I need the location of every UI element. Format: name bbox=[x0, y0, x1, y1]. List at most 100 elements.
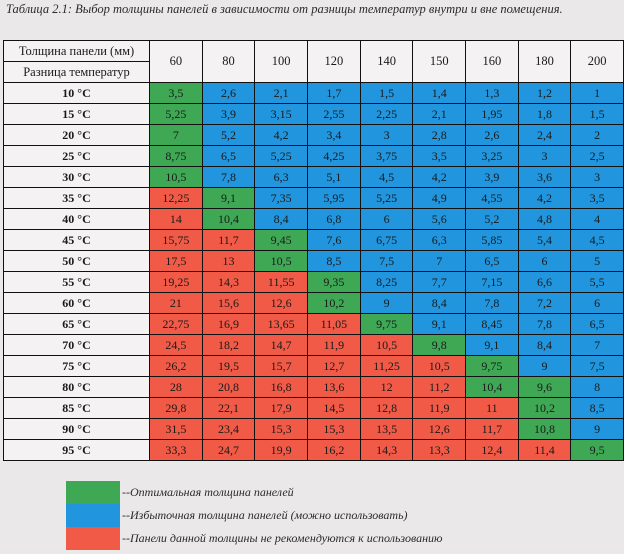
table-cell: 13 bbox=[201, 250, 256, 272]
column-header: 140 bbox=[359, 40, 414, 83]
table-cell: 9,5 bbox=[570, 439, 624, 461]
table-cell: 10,2 bbox=[307, 292, 361, 314]
table-cell: 31,5 bbox=[149, 418, 203, 440]
table-cell: 7,7 bbox=[412, 271, 467, 293]
legend-label: --Оптимальная толщина панелей bbox=[122, 485, 294, 499]
table-cell: 10,4 bbox=[201, 208, 256, 230]
table-cell: 7 bbox=[412, 250, 467, 272]
table-cell: 5 bbox=[570, 250, 624, 272]
table-cell: 2,1 bbox=[254, 82, 309, 104]
table-cell: 6 bbox=[570, 292, 624, 314]
table-cell: 20,8 bbox=[201, 376, 256, 398]
table-cell: 6 bbox=[517, 250, 572, 272]
table-cell: 2,55 bbox=[307, 103, 361, 125]
table-cell: 5,25 bbox=[359, 187, 414, 209]
table-row: 15 °C 5,25 3,9 3,15 2,55 2,25 2,1 1,95 1,8 1,5 bbox=[3, 103, 624, 125]
table-cell: 9,8 bbox=[412, 334, 467, 356]
thickness-header: Толщина панели (мм) bbox=[3, 40, 150, 62]
table-cell: 12,7 bbox=[307, 355, 361, 377]
table-cell: 10,4 bbox=[465, 376, 519, 398]
table-cell: 22,1 bbox=[201, 397, 256, 419]
table-cell: 4,8 bbox=[517, 208, 572, 230]
table-cell: 3,9 bbox=[465, 166, 519, 188]
table-cell: 2,5 bbox=[570, 145, 624, 167]
table-cell: 2,1 bbox=[412, 103, 467, 125]
table-cell: 11,7 bbox=[465, 418, 519, 440]
table-cell: 3,6 bbox=[517, 166, 572, 188]
table-cell: 3,4 bbox=[307, 124, 361, 146]
table-cell: 5,1 bbox=[307, 166, 361, 188]
table-row: 50 °C 17,5 13 10,5 8,5 7,5 7 6,5 6 5 bbox=[3, 250, 624, 272]
table-cell: 14,5 bbox=[307, 397, 361, 419]
table-cell: 5,2 bbox=[465, 208, 519, 230]
table-cell: 10,2 bbox=[517, 397, 572, 419]
table-cell: 7,8 bbox=[517, 313, 572, 335]
table-cell: 6,75 bbox=[359, 229, 414, 251]
table-cell: 4,5 bbox=[570, 229, 624, 251]
table-cell: 2,4 bbox=[517, 124, 572, 146]
table-cell: 13,65 bbox=[254, 313, 309, 335]
row-label: 85 °C bbox=[3, 397, 150, 419]
table-cell: 12 bbox=[359, 376, 414, 398]
table-cell: 3,25 bbox=[465, 145, 519, 167]
table-cell: 11,9 bbox=[307, 334, 361, 356]
table-cell: 7,6 bbox=[307, 229, 361, 251]
table-cell: 3 bbox=[517, 145, 572, 167]
table-cell: 1,5 bbox=[570, 103, 624, 125]
table-cell: 6 bbox=[359, 208, 414, 230]
table-cell: 5,4 bbox=[517, 229, 572, 251]
table-cell: 8,45 bbox=[465, 313, 519, 335]
legend-label: --Избыточная толщина панелей (можно испо… bbox=[122, 508, 408, 522]
table-cell: 13,5 bbox=[359, 418, 414, 440]
table-cell: 7,15 bbox=[465, 271, 519, 293]
table-cell: 15,7 bbox=[254, 355, 309, 377]
table-cell: 33,3 bbox=[149, 439, 203, 461]
table-cell: 4,9 bbox=[412, 187, 467, 209]
table-cell: 13,3 bbox=[412, 439, 467, 461]
table-cell: 7,8 bbox=[465, 292, 519, 314]
table-cell: 8,4 bbox=[517, 334, 572, 356]
column-header: 100 bbox=[254, 40, 309, 83]
table-cell: 3 bbox=[359, 124, 414, 146]
table-cell: 4 bbox=[570, 208, 624, 230]
table-body: 10 °C 3,5 2,6 2,1 1,7 1,5 1,4 1,3 1,2 1 15 °C 5,25 3… bbox=[3, 82, 624, 461]
table-cell: 3,5 bbox=[412, 145, 467, 167]
table-cell: 24,7 bbox=[201, 439, 256, 461]
table-cell: 6,3 bbox=[412, 229, 467, 251]
table-cell: 19,9 bbox=[254, 439, 309, 461]
table-cell: 12,6 bbox=[254, 292, 309, 314]
table-cell: 9,1 bbox=[201, 187, 256, 209]
table-cell: 7 bbox=[570, 334, 624, 356]
table-row: 60 °C 21 15,6 12,6 10,2 9 8,4 7,8 7,2 6 bbox=[3, 292, 624, 314]
table-cell: 26,2 bbox=[149, 355, 203, 377]
table-cell: 10,5 bbox=[149, 166, 203, 188]
row-label: 80 °C bbox=[3, 376, 150, 398]
row-label: 10 °C bbox=[3, 82, 150, 104]
table-cell: 3,9 bbox=[201, 103, 256, 125]
table-cell: 11 bbox=[465, 397, 519, 419]
table-cell: 5,85 bbox=[465, 229, 519, 251]
table-cell: 15,6 bbox=[201, 292, 256, 314]
table-cell: 15,75 bbox=[149, 229, 203, 251]
table-cell: 1 bbox=[570, 82, 624, 104]
table-cell: 23,4 bbox=[201, 418, 256, 440]
table-cell: 9,45 bbox=[254, 229, 309, 251]
table-cell: 4,5 bbox=[359, 166, 414, 188]
row-label: 95 °C bbox=[3, 439, 150, 461]
table-cell: 3,5 bbox=[149, 82, 203, 104]
table-cell: 21 bbox=[149, 292, 203, 314]
table-row: 45 °C 15,75 11,7 9,45 7,6 6,75 6,3 5,85 5,4 4,5 bbox=[3, 229, 624, 251]
table-cell: 8,75 bbox=[149, 145, 203, 167]
table-cell: 1,3 bbox=[465, 82, 519, 104]
table-cell: 7,35 bbox=[254, 187, 309, 209]
table-cell: 5,6 bbox=[412, 208, 467, 230]
legend-item: --Оптимальная толщина панелей bbox=[66, 481, 443, 504]
row-label: 75 °C bbox=[3, 355, 150, 377]
row-label: 30 °C bbox=[3, 166, 150, 188]
table-cell: 11,9 bbox=[412, 397, 467, 419]
table-cell: 5,25 bbox=[149, 103, 203, 125]
table-cell: 10,8 bbox=[517, 418, 572, 440]
column-header: 150 bbox=[412, 40, 467, 83]
row-label: 25 °C bbox=[3, 145, 150, 167]
row-label: 90 °C bbox=[3, 418, 150, 440]
